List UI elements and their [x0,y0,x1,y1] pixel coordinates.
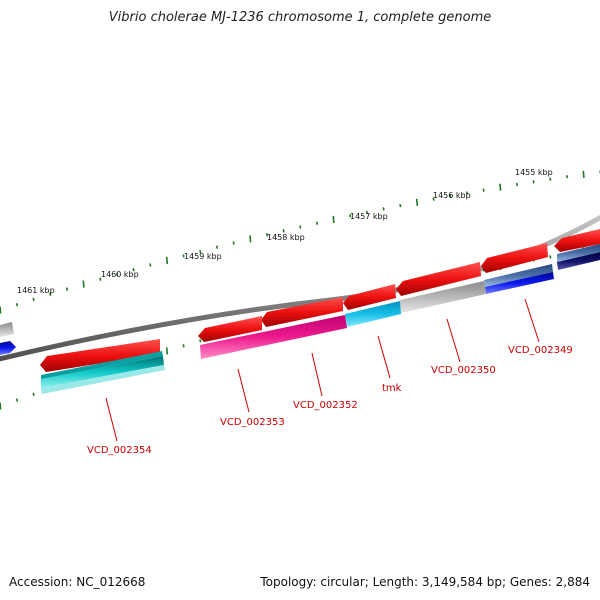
major-tick [415,198,419,206]
leader-VCD_002349 [524,298,540,343]
tick-label-1460: 1460 kbp [101,270,139,279]
gene-label-VCD_002353[interactable]: VCD_002353 [220,417,285,428]
gene-label-VCD_002350[interactable]: VCD_002350 [431,365,496,376]
cds-arrow[interactable] [198,316,262,342]
minor-tick [299,225,302,229]
gene-leader-lines [105,298,540,442]
minor-tick [282,229,285,233]
minor-tick [49,292,52,296]
gene-bar-steel[interactable] [484,264,553,287]
minor-tick [432,197,435,201]
minor-tick [465,191,469,195]
minor-tick [349,214,352,218]
minor-tick [549,177,552,181]
tick-label-1455: 1455 kbp [515,168,553,177]
minor-tick [365,210,369,215]
minor-tick [15,398,19,402]
minor-tick [132,268,135,272]
minor-tick [565,175,569,179]
tick-label-1457: 1457 kbp [350,212,388,221]
gene-bar-steel[interactable] [557,244,600,262]
cds-arrow[interactable] [396,262,481,296]
gene-bar-magenta[interactable] [200,315,347,359]
gene-bar-navy[interactable] [557,252,600,270]
minor-tick [215,245,219,249]
gene-bar-teal-dark[interactable] [41,351,163,379]
minor-tick [149,263,152,267]
minor-tick [515,182,519,187]
major-tick [249,235,252,243]
major-tick [165,347,169,355]
major-tick [582,170,585,178]
minor-tick [532,180,535,184]
major-tick [0,306,2,314]
minor-tick [482,188,485,192]
leader-tmk [377,335,391,379]
minor-tick [199,339,202,343]
major-tick [82,280,85,288]
minor-tick [449,194,452,198]
gene-labels: VCD_002349 VCD_002350 tmk VCD_002352 VCD… [87,345,573,456]
tick-label-1459: 1459 kbp [184,252,222,261]
minor-tick [199,249,202,254]
accession-text: Accession: NC_012668 [9,575,146,589]
gene-label-VCD_002352[interactable]: VCD_002352 [293,400,358,411]
minor-tick [232,241,235,245]
tick-label-1458: 1458 kbp [267,233,305,242]
leader-VCD_002354 [105,397,118,442]
minor-tick [265,233,269,237]
minor-tick [115,272,119,277]
gene-bar-grey[interactable] [400,281,486,313]
major-tick [499,183,502,191]
cds-arrow[interactable] [40,339,160,372]
cds-arrow[interactable] [481,243,548,273]
genome-title: Vibrio cholerae MJ-1236 chromosome 1, co… [108,10,492,25]
minor-tick [32,297,35,302]
cds-fragment [0,341,16,355]
minor-tick [99,277,102,281]
minor-tick [65,287,69,291]
cds-arrow[interactable] [261,297,343,327]
minor-tick [549,255,552,259]
minor-tick [182,254,185,258]
minor-tick [382,207,385,211]
outer-tick-ring [0,170,600,314]
gene-bar-cyan[interactable] [345,301,401,327]
forward-cds-track [0,229,600,372]
cds-arrow[interactable] [343,284,396,310]
gene-label-VCD_002354[interactable]: VCD_002354 [87,445,152,456]
gene-label-VCD_002349[interactable]: VCD_002349 [508,345,573,356]
gene-label-tmk[interactable]: tmk [382,383,402,394]
genome-summary-text: Topology: circular; Length: 3,149,584 bp… [260,575,590,589]
leader-VCD_002353 [237,368,250,413]
cds-arrow[interactable] [554,229,600,252]
major-tick [0,402,2,410]
cds-fragment [0,322,14,337]
leader-VCD_002350 [446,318,461,363]
minor-tick [399,203,402,208]
minor-tick [15,303,19,307]
minor-tick [315,221,319,225]
major-tick [332,215,335,224]
gene-bar-teal-light[interactable] [41,365,165,394]
major-tick [165,256,169,264]
minor-tick [182,344,185,348]
leader-VCD_002352 [311,352,323,397]
minor-tick [32,392,35,396]
tick-label-1456: 1456 kbp [433,191,471,200]
tick-label-1461: 1461 kbp [17,286,55,295]
gene-bar-teal[interactable] [41,356,164,388]
gene-bar-blue[interactable] [485,272,554,294]
gene-track [41,244,600,394]
